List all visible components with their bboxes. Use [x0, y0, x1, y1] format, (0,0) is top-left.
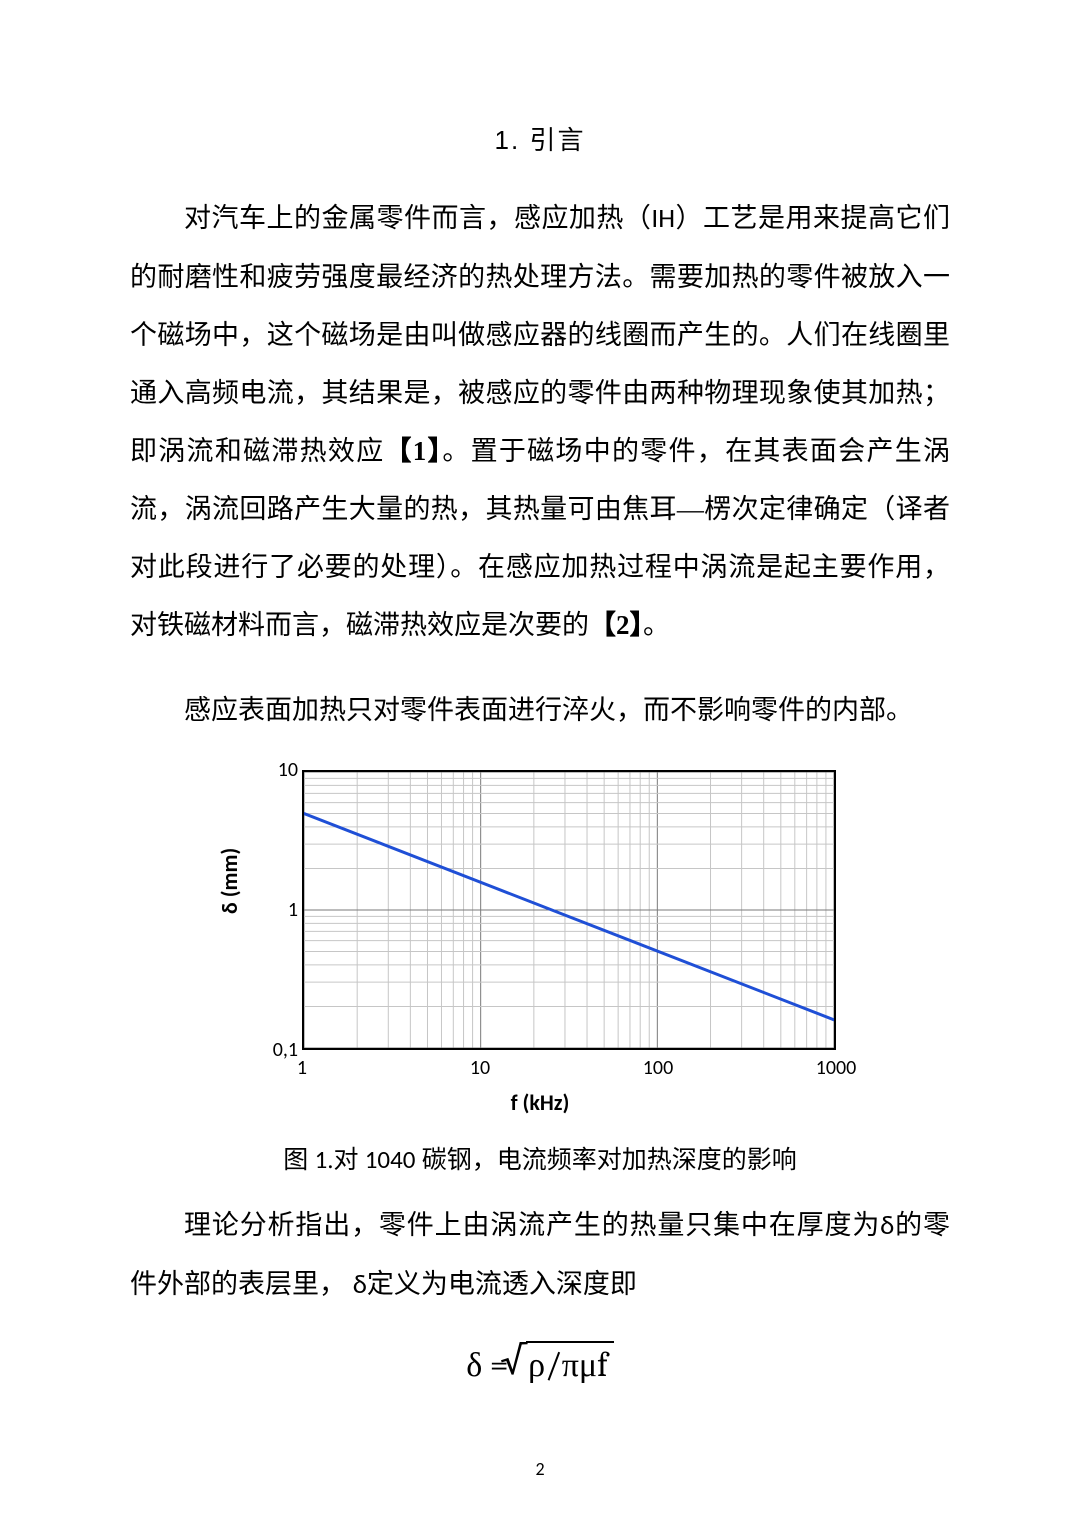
paragraph-3: 理论分析指出，零件上由涡流产生的热量只集中在厚度为δ的零件外部的表层里， δ定义… — [130, 1196, 950, 1314]
formula-sqrt: √ρ/πμf — [516, 1341, 614, 1385]
xtick-label: 10 — [470, 1056, 490, 1080]
formula-radicand: ρ/πμf — [528, 1345, 608, 1385]
xtick-label: 1 — [297, 1056, 307, 1080]
chart-area: δ (mm) 10 1 0,1 1 10 100 1000 f (kHz) — [220, 766, 860, 1116]
document-page: 1. 引言 对汽车上的金属零件而言，感应加热（IH）工艺是用来提高它们的耐磨性和… — [0, 0, 1080, 1528]
section-heading: 1. 引言 — [130, 120, 950, 157]
page-number: 2 — [0, 1458, 1080, 1480]
ytick-label: 1 — [248, 898, 298, 922]
formula-delta: δ = √ρ/πμf — [130, 1341, 950, 1385]
ytick-label: 10 — [248, 758, 298, 782]
xtick-label: 1000 — [816, 1056, 857, 1080]
formula-lhs: δ — [466, 1345, 482, 1385]
paragraph-2: 感应表面加热只对零件表面进行淬火，而不影响零件的内部。 — [130, 681, 950, 739]
figure-caption: 图 1.对 1040 碳钢，电流频率对加热深度的影响 — [220, 1140, 860, 1176]
figure-1: δ (mm) 10 1 0,1 1 10 100 1000 f (kHz) 图 … — [220, 766, 860, 1176]
sqrt-bar — [526, 1341, 614, 1343]
xtick-label: 100 — [643, 1056, 673, 1080]
chart-plot-area — [302, 770, 836, 1050]
chart-y-axis-label: δ (mm) — [216, 848, 243, 914]
chart-svg — [304, 772, 834, 1048]
ytick-label: 0,1 — [248, 1038, 298, 1062]
chart-x-axis-label: f (kHz) — [220, 1089, 860, 1116]
sqrt-sign-icon: √ — [500, 1337, 526, 1383]
paragraph-1: 对汽车上的金属零件而言，感应加热（IH）工艺是用来提高它们的耐磨性和疲劳强度最经… — [130, 189, 950, 654]
